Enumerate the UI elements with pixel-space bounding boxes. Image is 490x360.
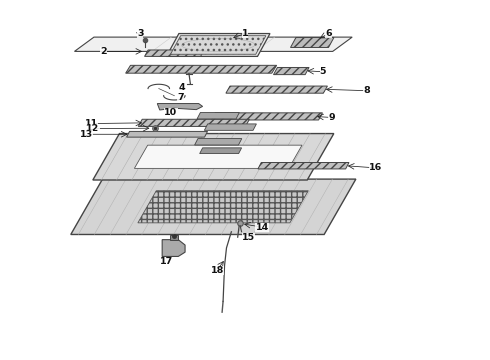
Text: 13: 13 <box>79 130 93 139</box>
Polygon shape <box>126 131 207 137</box>
Polygon shape <box>145 50 204 57</box>
Text: 16: 16 <box>369 163 382 172</box>
Polygon shape <box>226 86 327 93</box>
Text: 12: 12 <box>86 124 99 133</box>
Text: 17: 17 <box>159 257 172 266</box>
Polygon shape <box>195 139 242 145</box>
Polygon shape <box>134 145 302 168</box>
Polygon shape <box>204 124 256 130</box>
Polygon shape <box>138 191 308 223</box>
Text: 8: 8 <box>364 86 370 95</box>
Text: 5: 5 <box>319 67 326 76</box>
Polygon shape <box>258 162 349 169</box>
Polygon shape <box>167 33 270 57</box>
Polygon shape <box>138 119 249 126</box>
Polygon shape <box>273 67 309 75</box>
Text: 18: 18 <box>211 266 224 275</box>
Text: 14: 14 <box>255 222 269 231</box>
Polygon shape <box>197 112 239 119</box>
Polygon shape <box>211 113 322 120</box>
Polygon shape <box>162 240 185 256</box>
Polygon shape <box>171 36 266 54</box>
Text: 15: 15 <box>243 233 255 242</box>
Polygon shape <box>125 65 277 73</box>
Text: 2: 2 <box>100 47 107 56</box>
Text: 11: 11 <box>85 119 98 128</box>
Text: 10: 10 <box>164 108 177 117</box>
Text: 7: 7 <box>177 93 184 102</box>
Text: 6: 6 <box>325 29 332 38</box>
Polygon shape <box>93 134 334 180</box>
Text: 1: 1 <box>242 29 248 38</box>
Polygon shape <box>71 179 356 234</box>
Text: 3: 3 <box>137 29 144 38</box>
Polygon shape <box>291 37 334 48</box>
Text: 9: 9 <box>328 113 335 122</box>
Polygon shape <box>157 104 202 110</box>
Polygon shape <box>74 37 352 51</box>
Polygon shape <box>199 148 242 154</box>
Polygon shape <box>171 235 178 240</box>
Text: 4: 4 <box>178 83 185 92</box>
